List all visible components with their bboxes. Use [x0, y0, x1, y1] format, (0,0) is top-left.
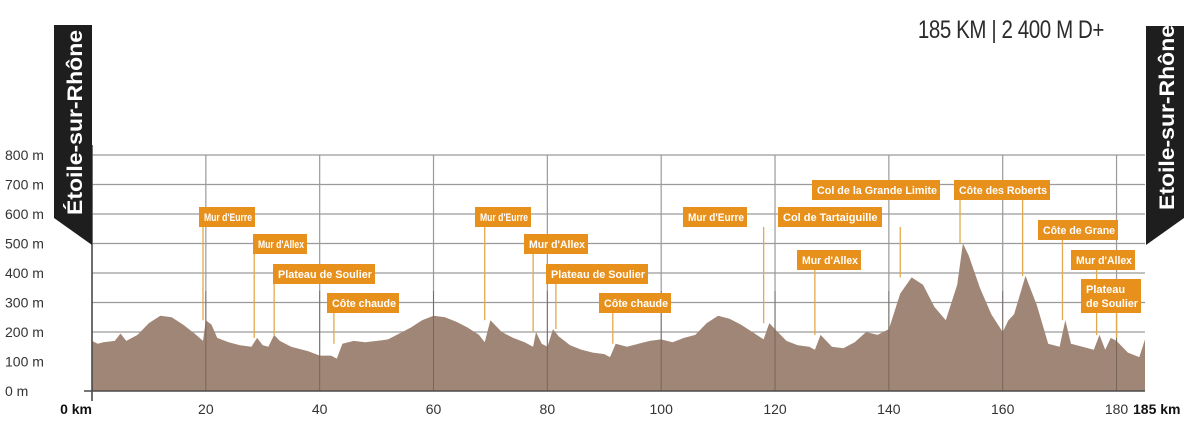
climb-label-text: de Soulier: [1086, 298, 1139, 310]
x-tick-label: 20: [198, 401, 214, 417]
climb-label-box: [1081, 279, 1141, 313]
climb-label-box: [812, 180, 940, 200]
y-tick-label: 100 m: [5, 354, 44, 370]
y-axis-labels: 0 m 100 m 200 m 300 m 400 m 500 m 600 m 700 m 80…: [5, 147, 44, 399]
climb-annotation: Mur d'Allex: [797, 250, 861, 335]
climb-annotation: Côte chaude: [327, 293, 399, 344]
climb-annotations: Mur d'Eurre Mur d'Allex Plateau de Soulier…: [199, 180, 1141, 344]
climb-annotation: Plateau de Soulier: [1081, 279, 1141, 338]
x-tick-label: 185 km: [1133, 401, 1180, 417]
climb-label-text: Mur d'Eurre: [204, 212, 252, 224]
climb-annotation: Plateau de Soulier: [546, 264, 648, 330]
climb-annotation: Côte des Roberts: [954, 180, 1050, 276]
climb-label-text: Côte des Roberts: [959, 185, 1047, 197]
climb-label-text: Plateau de Soulier: [551, 269, 646, 281]
climb-label-text: Mur d'Allex: [529, 239, 586, 251]
climb-label-box: [778, 207, 882, 227]
x-tick-label: 140: [877, 401, 901, 417]
climb-annotation: Mur d'Allex: [253, 234, 307, 338]
climb-annotation: Col de Tartaiguille: [778, 207, 901, 278]
y-tick-label: 0 m: [5, 383, 28, 399]
x-tick-label: 60: [426, 401, 442, 417]
climb-label-text: Col de la Grande Limite: [817, 185, 937, 197]
x-tick-label: 40: [312, 401, 328, 417]
climb-label-box: [475, 207, 531, 227]
elevation-area: [92, 243, 1145, 391]
climb-label-box: [199, 207, 255, 227]
climb-label-text: Mur d'Allex: [1076, 255, 1133, 267]
y-tick-label: 400 m: [5, 265, 44, 281]
climb-label-box: [524, 234, 588, 254]
climb-label-text: Mur d'Eurre: [480, 212, 528, 224]
climb-annotation: Mur d'Eurre: [199, 207, 255, 321]
climb-label-box: [797, 250, 861, 270]
x-axis-labels: 0 km 20 40 60 80 100 120 140 160 180 185 km: [60, 401, 1180, 417]
climb-label-box: [253, 234, 307, 254]
elevation-fill: [92, 243, 1145, 391]
y-tick-label: 500 m: [5, 236, 44, 252]
climb-annotation: Mur d'Allex: [524, 234, 588, 332]
start-town-label: Étoile-sur-Rhône: [64, 30, 87, 215]
y-tick-label: 200 m: [5, 324, 44, 340]
start-town-banner: Étoile-sur-Rhône: [54, 25, 92, 245]
climb-label-box: [546, 264, 648, 284]
x-tick-label: 80: [540, 401, 556, 417]
route-summary: 185 KM | 2 400 M D+: [917, 16, 1105, 44]
climb-label-text: Mur d'Eurre: [688, 212, 744, 224]
x-tick-label: 100: [650, 401, 674, 417]
x-tick-label: 160: [991, 401, 1015, 417]
climb-annotation: Mur d'Eurre: [475, 207, 531, 321]
climb-annotation: Mur d'Eurre: [683, 207, 765, 324]
climb-annotation: Col de la Grande Limite: [812, 180, 961, 244]
x-tick-label: 180: [1105, 401, 1129, 417]
y-tick-label: 700 m: [5, 177, 44, 193]
climb-label-text: Mur d'Allex: [258, 239, 305, 251]
climb-annotation: Côte de Grane: [1038, 220, 1118, 321]
climb-label-box: [599, 293, 671, 313]
climb-label-box: [1071, 250, 1135, 270]
climb-label-text: Col de Tartaiguille: [783, 212, 878, 224]
climb-label-box: [273, 264, 375, 284]
climb-annotation: Côte chaude: [599, 293, 671, 344]
x-tick-label: 120: [763, 401, 787, 417]
climb-label-box: [954, 180, 1050, 200]
climb-label-text: Côte de Grane: [1043, 225, 1115, 237]
climb-label-box: [1038, 220, 1118, 240]
climb-annotation: Plateau de Soulier: [273, 264, 375, 335]
finish-town-label: Etoile-sur-Rhône: [1156, 25, 1179, 210]
climb-annotation: Mur d'Allex: [1071, 250, 1135, 335]
x-tick-label: 0 km: [60, 401, 92, 417]
town-banners: Étoile-sur-Rhône Etoile-sur-Rhône: [54, 25, 1184, 245]
climb-label-text: Mur d'Allex: [802, 255, 859, 267]
climb-label-box: [683, 207, 747, 227]
climb-label-text: Plateau de Soulier: [278, 269, 373, 281]
y-tick-label: 300 m: [5, 295, 44, 311]
y-tick-label: 800 m: [5, 147, 44, 163]
y-tick-label: 600 m: [5, 206, 44, 222]
climb-label-text: Côte chaude: [332, 298, 396, 310]
climb-label-box: [327, 293, 399, 313]
climb-label-text: Plateau: [1086, 284, 1125, 296]
finish-town-banner: Etoile-sur-Rhône: [1146, 25, 1184, 245]
climb-label-text: Côte chaude: [604, 298, 668, 310]
